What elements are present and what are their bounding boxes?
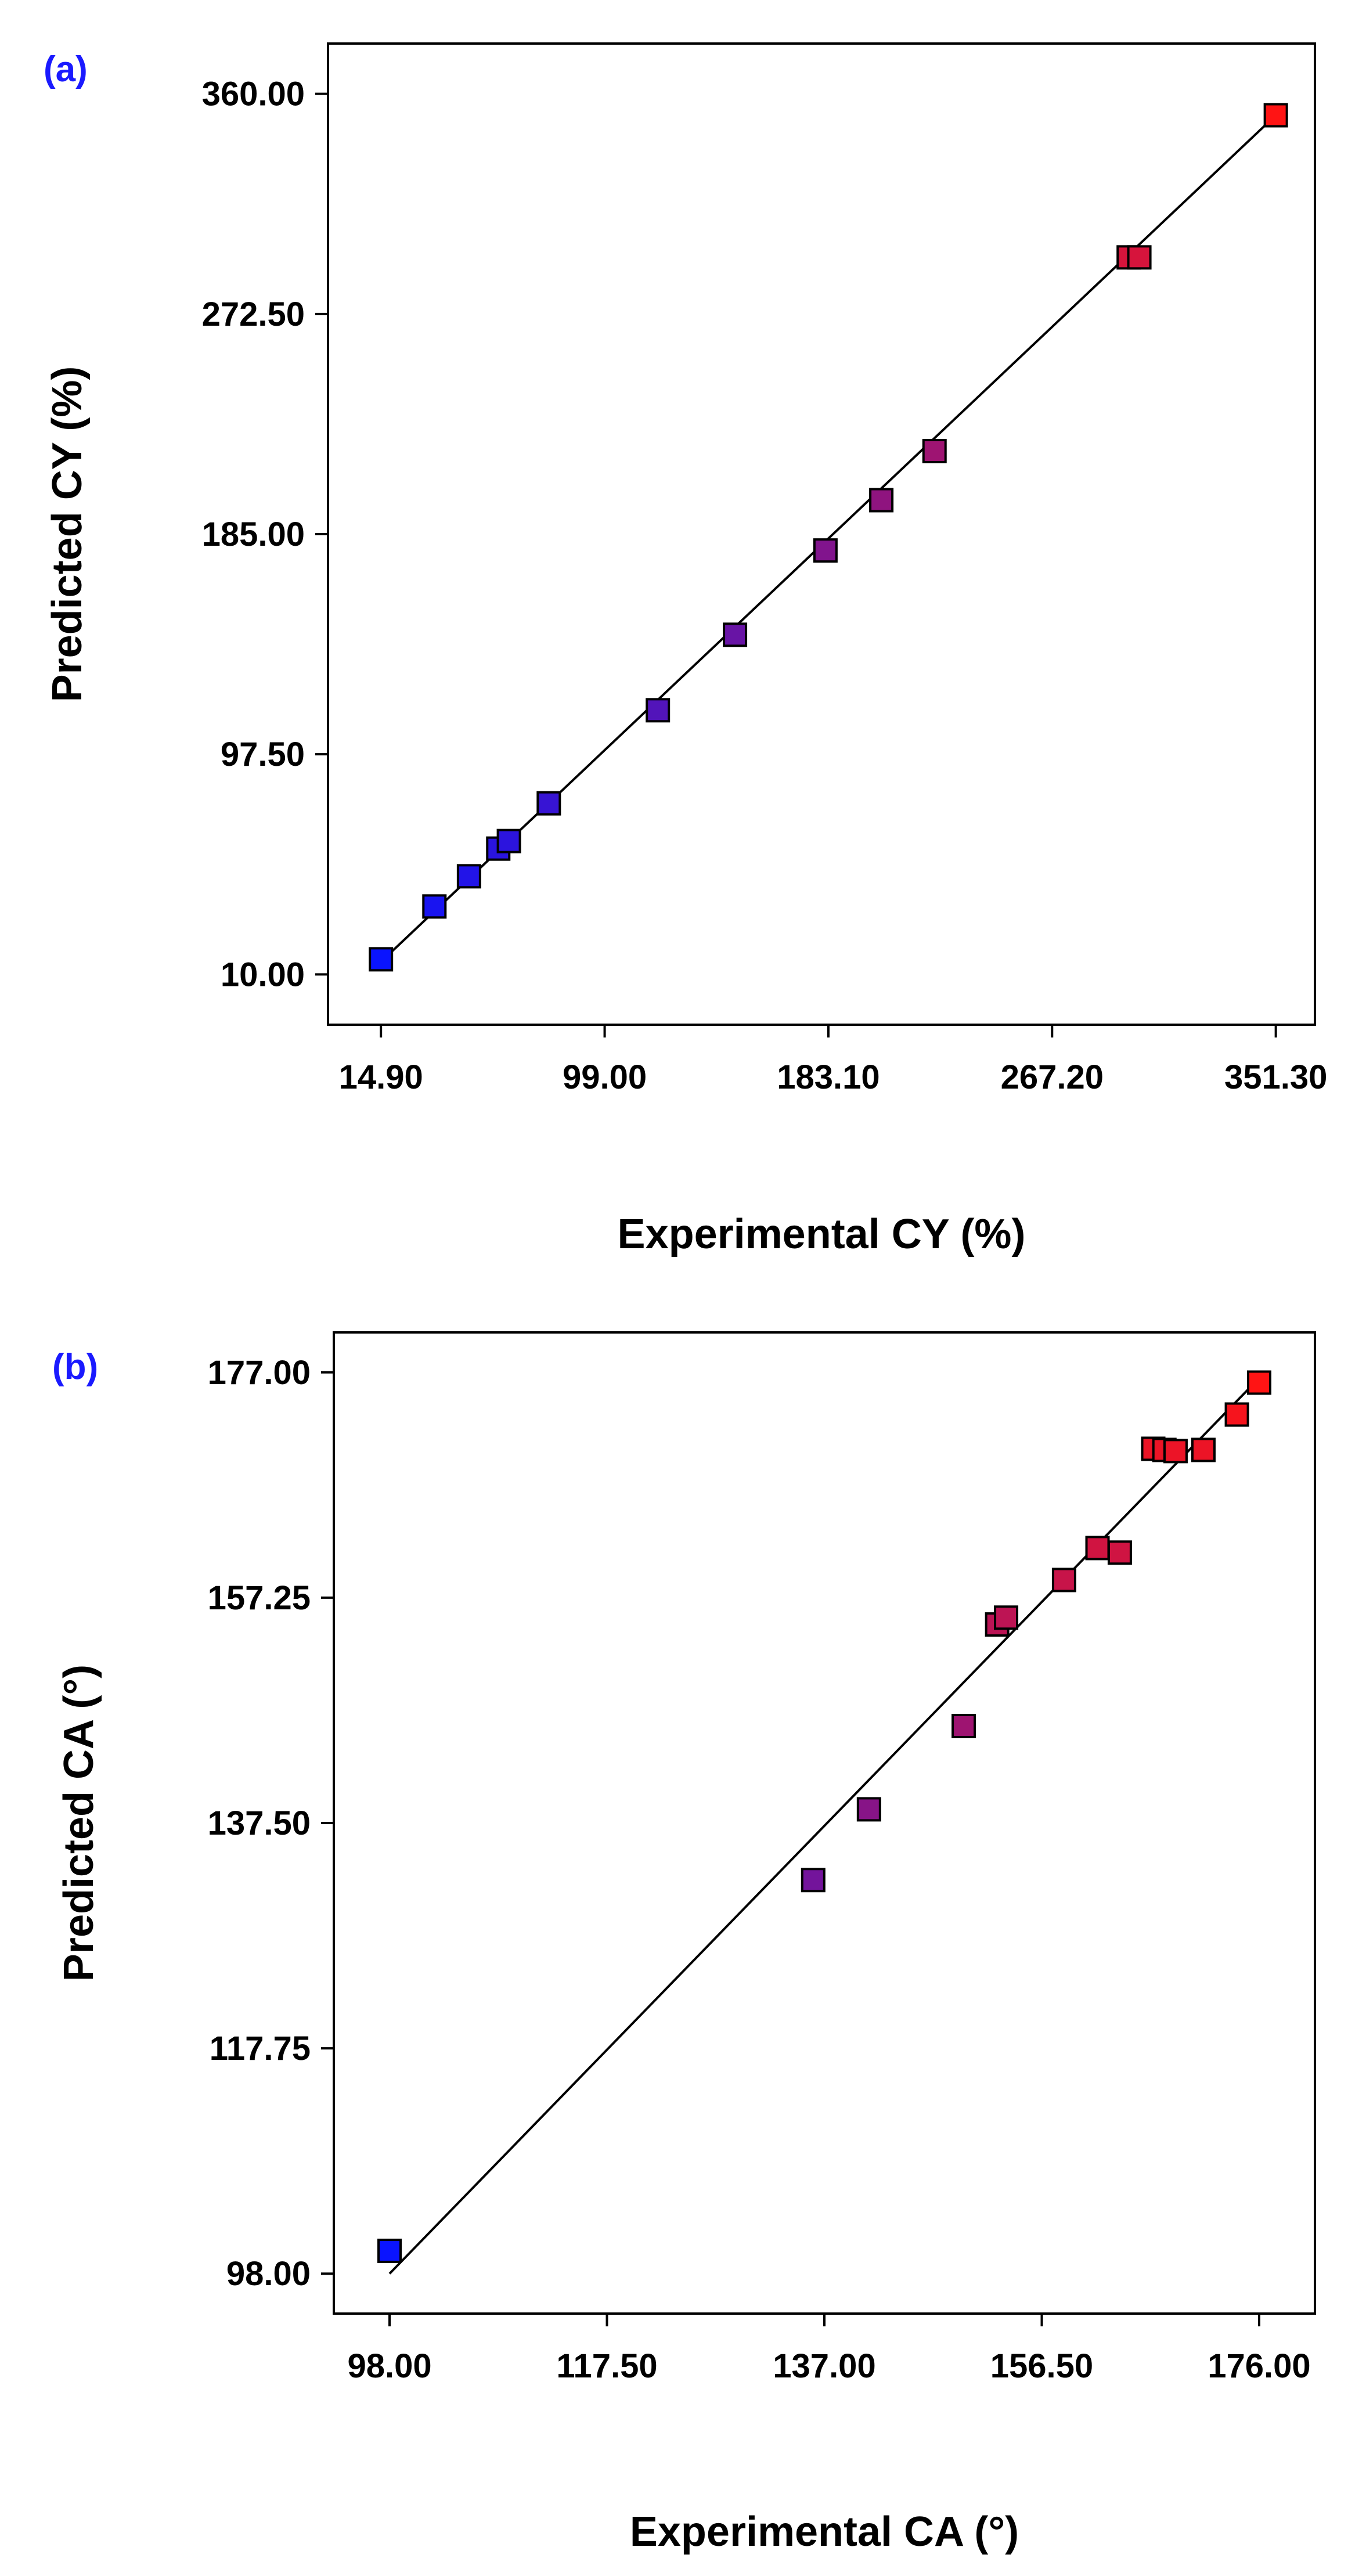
data-point (922, 439, 947, 463)
data-point (1085, 1536, 1110, 1561)
data-point (723, 622, 748, 647)
data-point (856, 1797, 881, 1822)
y-tick-label: 177.00 (208, 1354, 311, 1392)
y-tick-label: 97.50 (221, 736, 305, 773)
x-tick-label: 117.50 (556, 2347, 657, 2385)
x-axis-title: Experimental CA (°) (630, 2509, 1019, 2555)
data-point (801, 1868, 826, 1893)
data-point (422, 894, 447, 919)
data-point (1224, 1402, 1249, 1427)
fit-line (388, 1377, 1260, 2275)
x-tick-label: 351.30 (1224, 1058, 1327, 1096)
x-tick-label: 156.50 (990, 2347, 1093, 2385)
data-point (1107, 1540, 1132, 1565)
y-tick-label: 185.00 (202, 516, 305, 553)
y-axis-title: Predicted CY (%) (44, 366, 91, 702)
data-point (1246, 1370, 1271, 1395)
data-point (536, 791, 561, 816)
y-tick-label: 360.00 (202, 75, 305, 113)
data-point (869, 488, 894, 513)
x-tick-label: 176.00 (1208, 2347, 1310, 2385)
data-point (1051, 1568, 1076, 1593)
data-point (369, 947, 394, 972)
chart-panel-b: (b) 98.00 117.50 137.00 156.50 176.00 98.00 117… (52, 1331, 1316, 2555)
plot-frame (333, 1331, 1316, 2315)
data-point (646, 698, 671, 723)
x-tick-label: 98.00 (347, 2347, 431, 2385)
panel-label: (b) (52, 1347, 98, 1387)
data-point (1191, 1437, 1216, 1462)
y-tick-label: 137.50 (208, 1804, 311, 1842)
data-point (377, 2238, 402, 2263)
chart-panel-a: (a) 14.90 99.00 183.10 267.20 351.30 10.00 97.5… (44, 42, 1327, 1258)
data-point (456, 864, 481, 889)
y-tick-label: 117.75 (210, 2030, 311, 2067)
y-tick-label: 157.25 (208, 1579, 311, 1617)
y-tick-label: 10.00 (221, 956, 305, 993)
x-axis-title: Experimental CY (%) (618, 1211, 1026, 1258)
x-tick-label: 267.20 (1001, 1058, 1104, 1096)
data-point (951, 1713, 976, 1738)
x-tick-label: 183.10 (777, 1058, 880, 1096)
panel-label: (a) (44, 49, 88, 89)
x-tick-label: 99.00 (563, 1058, 647, 1096)
data-point (1127, 245, 1152, 270)
data-point (813, 538, 838, 563)
data-point (496, 828, 521, 853)
y-tick-label: 98.00 (226, 2255, 311, 2293)
x-tick-label: 14.90 (339, 1058, 423, 1096)
data-point (1163, 1439, 1188, 1464)
x-tick-label: 137.00 (773, 2347, 875, 2385)
y-tick-label: 272.50 (202, 296, 305, 333)
data-point (994, 1605, 1019, 1630)
data-point (1263, 103, 1288, 128)
y-axis-title: Predicted CA (°) (56, 1665, 102, 1981)
